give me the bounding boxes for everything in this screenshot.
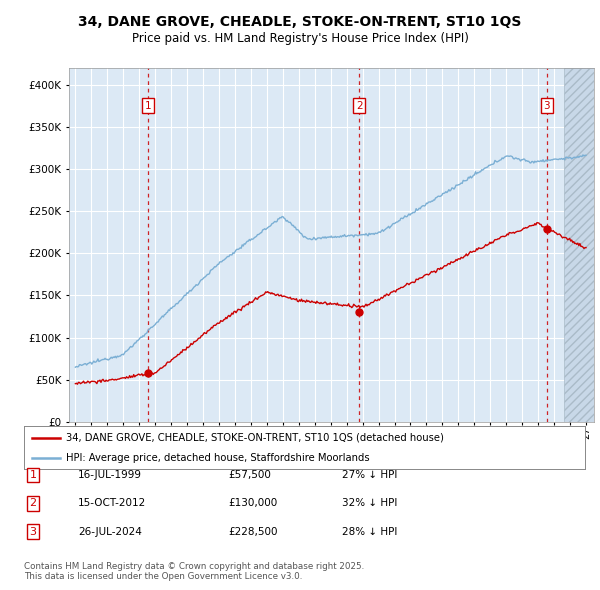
Text: 32% ↓ HPI: 32% ↓ HPI: [342, 499, 397, 508]
Text: 15-OCT-2012: 15-OCT-2012: [78, 499, 146, 508]
Text: £228,500: £228,500: [228, 527, 277, 536]
Bar: [563, 68, 600, 422]
Text: £130,000: £130,000: [228, 499, 277, 508]
Text: 3: 3: [544, 101, 550, 111]
Text: 2: 2: [29, 499, 37, 508]
Text: 34, DANE GROVE, CHEADLE, STOKE-ON-TRENT, ST10 1QS: 34, DANE GROVE, CHEADLE, STOKE-ON-TRENT,…: [79, 15, 521, 29]
Text: 27% ↓ HPI: 27% ↓ HPI: [342, 470, 397, 480]
Text: HPI: Average price, detached house, Staffordshire Moorlands: HPI: Average price, detached house, Staf…: [66, 453, 370, 463]
Text: £57,500: £57,500: [228, 470, 271, 480]
Text: 16-JUL-1999: 16-JUL-1999: [78, 470, 142, 480]
Text: 34, DANE GROVE, CHEADLE, STOKE-ON-TRENT, ST10 1QS (detached house): 34, DANE GROVE, CHEADLE, STOKE-ON-TRENT,…: [66, 432, 444, 442]
Text: 3: 3: [29, 527, 37, 536]
Text: 26-JUL-2024: 26-JUL-2024: [78, 527, 142, 536]
Text: 1: 1: [145, 101, 151, 111]
Text: 1: 1: [29, 470, 37, 480]
Text: 28% ↓ HPI: 28% ↓ HPI: [342, 527, 397, 536]
Text: Contains HM Land Registry data © Crown copyright and database right 2025.
This d: Contains HM Land Registry data © Crown c…: [24, 562, 364, 581]
Text: Price paid vs. HM Land Registry's House Price Index (HPI): Price paid vs. HM Land Registry's House …: [131, 32, 469, 45]
Text: 2: 2: [356, 101, 362, 111]
